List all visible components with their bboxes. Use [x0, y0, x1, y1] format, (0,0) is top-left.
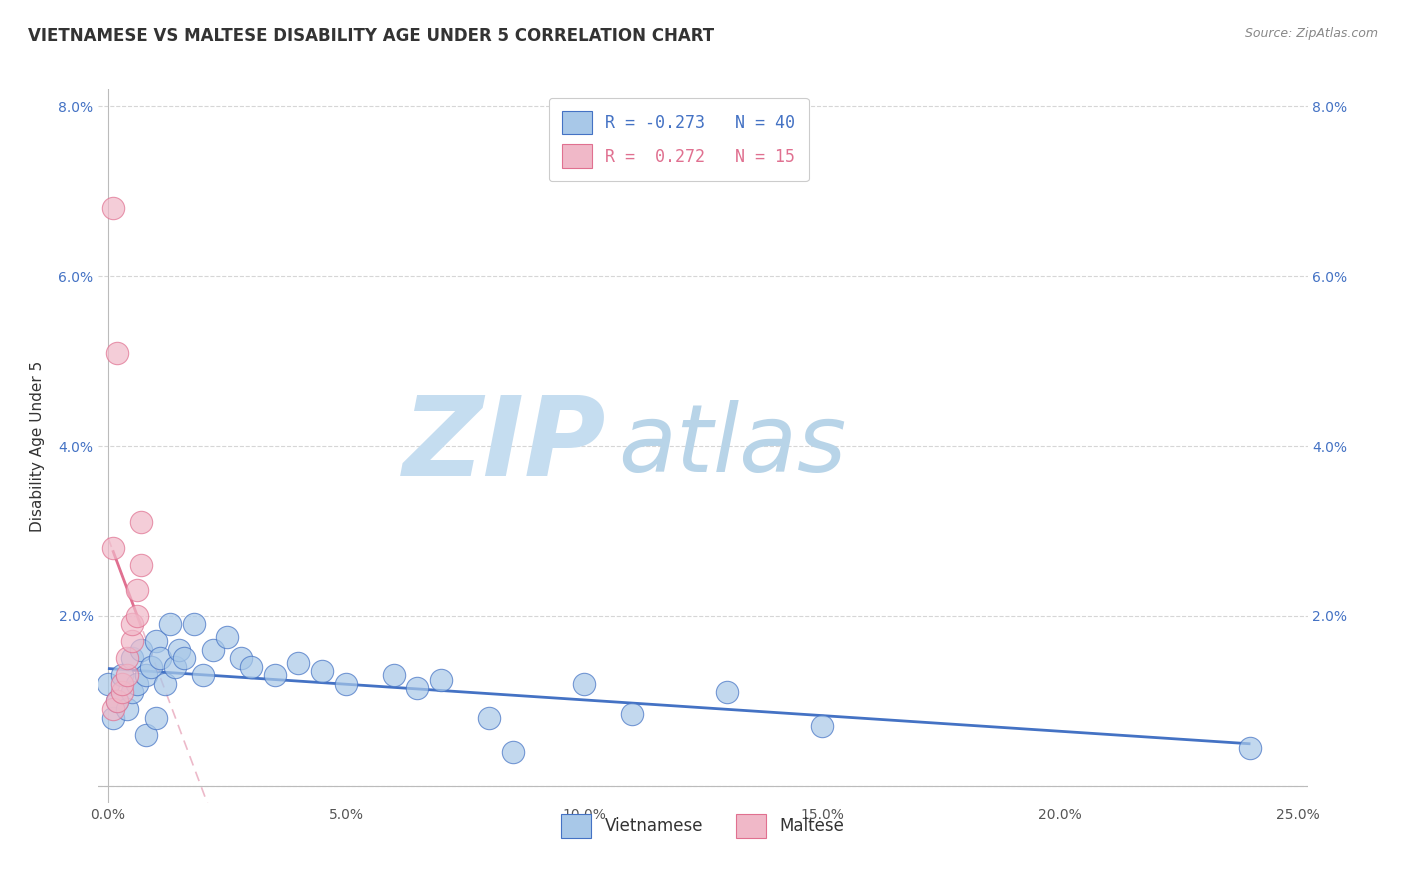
Point: [111, 677, 134, 691]
Point: [139, 660, 162, 674]
Text: Source: ZipAtlas.com: Source: ZipAtlas.com: [1244, 27, 1378, 40]
Point: [107, 694, 129, 708]
Point: [125, 677, 148, 691]
Y-axis label: Disability Age Under 5: Disability Age Under 5: [30, 360, 45, 532]
Point: [191, 668, 214, 682]
Point: [239, 660, 262, 674]
Point: [111, 668, 134, 682]
Point: [97, 677, 120, 691]
Point: [430, 673, 453, 687]
Legend: Vietnamese, Maltese: Vietnamese, Maltese: [554, 807, 852, 845]
Point: [111, 685, 134, 699]
Point: [620, 706, 643, 721]
Point: [159, 617, 181, 632]
Point: [716, 685, 738, 699]
Point: [169, 643, 191, 657]
Point: [145, 711, 167, 725]
Point: [107, 345, 129, 359]
Point: [129, 516, 152, 530]
Point: [173, 651, 195, 665]
Point: [101, 541, 124, 555]
Point: [129, 643, 152, 657]
Point: [115, 668, 138, 682]
Point: [153, 677, 176, 691]
Point: [163, 660, 186, 674]
Text: atlas: atlas: [619, 401, 846, 491]
Point: [121, 617, 143, 632]
Point: [215, 630, 238, 644]
Text: VIETNAMESE VS MALTESE DISABILITY AGE UNDER 5 CORRELATION CHART: VIETNAMESE VS MALTESE DISABILITY AGE UND…: [28, 27, 714, 45]
Point: [115, 651, 138, 665]
Point: [287, 656, 309, 670]
Point: [572, 677, 595, 691]
Point: [135, 728, 157, 742]
Point: [201, 643, 224, 657]
Text: ZIP: ZIP: [402, 392, 606, 500]
Point: [183, 617, 205, 632]
Point: [311, 664, 333, 678]
Point: [121, 685, 143, 699]
Point: [145, 634, 167, 648]
Point: [125, 583, 148, 598]
Point: [382, 668, 405, 682]
Point: [121, 651, 143, 665]
Point: [502, 745, 524, 759]
Point: [101, 702, 124, 716]
Point: [811, 719, 834, 733]
Point: [135, 668, 157, 682]
Point: [335, 677, 357, 691]
Point: [101, 201, 124, 215]
Point: [1239, 740, 1261, 755]
Point: [478, 711, 501, 725]
Point: [149, 651, 172, 665]
Point: [129, 558, 152, 572]
Point: [115, 702, 138, 716]
Point: [125, 608, 148, 623]
Point: [121, 634, 143, 648]
Point: [107, 694, 129, 708]
Point: [406, 681, 429, 695]
Point: [101, 711, 124, 725]
Point: [231, 651, 253, 665]
Point: [263, 668, 285, 682]
